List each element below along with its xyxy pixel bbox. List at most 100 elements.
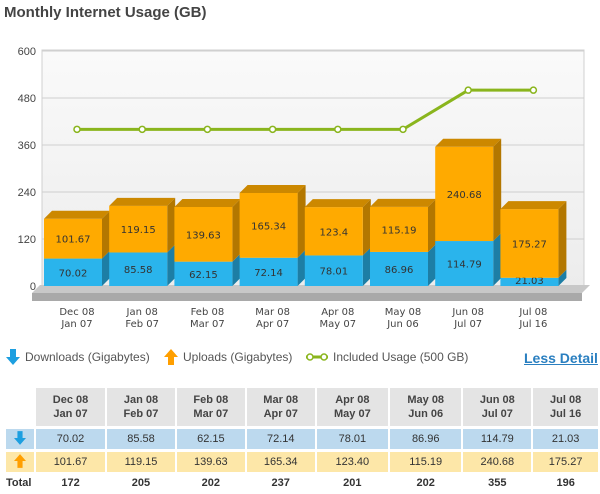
table-cell: 78.01 [314, 429, 390, 449]
upload-bar-top [239, 184, 306, 193]
table-cell: 72.14 [244, 429, 316, 449]
download-bar [500, 277, 559, 286]
included-usage-line [73, 86, 538, 134]
x-tick-label: Mar 07 [190, 319, 225, 330]
table-cell: 86.96 [388, 429, 463, 449]
table-cell: 165.34 [244, 452, 316, 472]
included-usage-line [77, 88, 534, 131]
uploads-row: 101.67 119.15 139.63 165.34 123.40 115.1… [4, 452, 598, 472]
period-header: Dec 08 Jan 07 [33, 388, 107, 426]
y-axis-ticks: 0 120 240 360 480 600 [18, 46, 36, 293]
upload-bar-top [304, 199, 371, 208]
x-tick-label: Jul 08 [518, 307, 547, 318]
download-bar [304, 255, 363, 286]
upload-bar-side [428, 198, 436, 252]
data-label: 240.68 [447, 190, 482, 201]
x-tick-label: Apr 08 [321, 307, 354, 318]
x-tick-label: Mar 08 [255, 307, 290, 318]
legend-downloads: Downloads (Gigabytes) [6, 347, 150, 367]
total-cell: 202 [174, 472, 246, 494]
upload-bar-side [167, 197, 176, 253]
data-label: 21.03 [515, 276, 544, 287]
up-arrow-icon [164, 349, 178, 365]
period-header: Feb 08 Mar 07 [174, 388, 246, 426]
downloads-row: 70.02 85.58 62.15 72.14 78.01 86.96 114.… [4, 429, 598, 449]
total-label: Total [4, 472, 35, 494]
line-point [529, 86, 538, 94]
bar-series: 70.02 101.67 85.58 119.15 62.15 139.63 72.14 16… [44, 138, 567, 287]
data-label: 115.19 [382, 225, 417, 236]
upload-bar-side [493, 138, 502, 242]
upload-bar [370, 206, 428, 252]
chart-base-platform [32, 285, 590, 301]
total-cell: 237 [244, 472, 316, 494]
upload-bar [500, 209, 559, 278]
y-tick-label: 240 [18, 187, 36, 199]
period-header: Apr 08 May 07 [314, 388, 390, 426]
upload-bar [304, 207, 363, 256]
table-cell: 139.63 [174, 452, 246, 472]
totals-row: Total 172 205 202 237 201 202 355 196 [4, 472, 598, 494]
total-cell: 172 [33, 472, 107, 494]
download-bar [435, 241, 494, 286]
upload-bar [44, 218, 102, 259]
data-label: 86.96 [385, 265, 414, 276]
table-cell: 175.27 [531, 452, 598, 472]
down-arrow-icon [6, 349, 20, 365]
upload-bar [109, 205, 168, 253]
x-tick-label: Jun 06 [386, 319, 419, 330]
y-tick-label: 120 [18, 234, 36, 246]
upload-bar-top [435, 138, 502, 147]
legend-uploads-label: Uploads (Gigabytes) [183, 350, 293, 364]
data-label: 78.01 [319, 267, 348, 278]
table-cell: 119.15 [105, 452, 176, 472]
platform-front [32, 293, 582, 301]
download-bar [44, 258, 102, 286]
upload-bar-top [44, 210, 110, 219]
data-label: 175.27 [512, 239, 547, 250]
total-cell: 205 [105, 472, 176, 494]
upload-bar-top [174, 198, 241, 207]
up-arrow-icon [4, 452, 35, 472]
line-point [138, 125, 146, 134]
data-label: 114.79 [447, 260, 482, 271]
download-bar-side [493, 233, 502, 286]
download-bar [239, 257, 298, 286]
download-bar-side [232, 253, 241, 286]
download-bar-side [362, 247, 371, 286]
table-cell: 70.02 [33, 429, 107, 449]
download-bar [370, 251, 428, 286]
x-tick-label: May 07 [320, 319, 357, 330]
usage-chart: 0 120 240 360 480 600 70.02 101.67 85.58 119.15 6… [18, 46, 590, 330]
less-detail-link[interactable]: Less Detail [524, 350, 598, 366]
data-label: 123.4 [319, 227, 348, 238]
x-tick-label: Jun 08 [451, 307, 484, 318]
legend-uploads: Uploads (Gigabytes) [164, 347, 292, 367]
data-label: 165.34 [251, 221, 286, 232]
line-marker-icon [306, 353, 328, 361]
upload-bar-side [362, 199, 371, 256]
line-point [334, 125, 342, 134]
data-label: 72.14 [254, 268, 283, 279]
x-tick-label: Jan 07 [60, 319, 92, 330]
x-tick-label: Dec 08 [59, 307, 94, 318]
data-label: 119.15 [121, 225, 156, 236]
total-cell: 196 [531, 472, 598, 494]
data-label: 139.63 [186, 230, 221, 241]
line-point [203, 125, 212, 134]
table-cell: 123.40 [314, 452, 390, 472]
table-cell: 114.79 [461, 429, 533, 449]
line-point [73, 125, 81, 134]
period-header: Jun 08 Jul 07 [461, 388, 533, 426]
period-header: Jan 08 Feb 07 [105, 388, 176, 426]
download-bar-side [428, 243, 436, 286]
table-cell: 101.67 [33, 452, 107, 472]
upload-bar [239, 192, 298, 258]
table-cell: 62.15 [174, 429, 246, 449]
table-cell: 115.19 [388, 452, 463, 472]
line-point [268, 125, 277, 134]
total-cell: 201 [314, 472, 390, 494]
download-bar [109, 252, 168, 286]
upload-bar-top [500, 201, 567, 210]
